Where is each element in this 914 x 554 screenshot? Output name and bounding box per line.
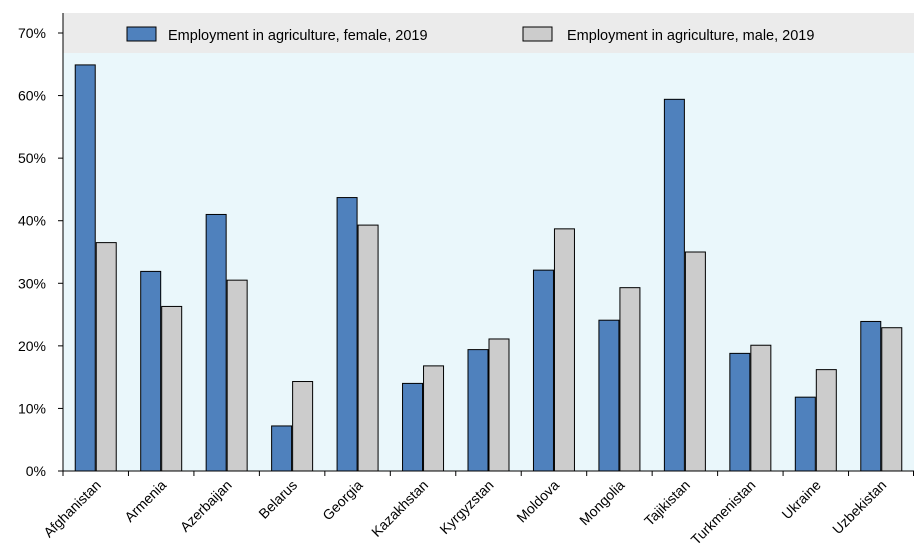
bar-male-kyrgyzstan xyxy=(488,338,510,472)
bar-female-georgia xyxy=(336,197,358,472)
x-tick-label: Kyrgyzstan xyxy=(436,477,496,537)
y-tick-label: 20% xyxy=(18,338,46,354)
bar-female-armenia xyxy=(140,270,162,472)
bar-female-moldova xyxy=(532,269,554,472)
bar-male-mongolia xyxy=(619,287,641,472)
x-tick-label: Mongolia xyxy=(576,477,628,529)
bar-male-armenia xyxy=(161,305,183,472)
x-tick-label: Uzbekistan xyxy=(829,477,889,537)
bar-female-kazakhstan xyxy=(402,382,424,472)
bars xyxy=(74,64,903,472)
bar-female-belarus xyxy=(271,425,293,472)
y-tick-label: 30% xyxy=(18,275,46,291)
bar-male-georgia xyxy=(357,224,379,472)
y-tick-label: 40% xyxy=(18,213,46,229)
legend-swatch xyxy=(522,26,553,42)
y-tick-label: 50% xyxy=(18,150,46,166)
bar-female-mongolia xyxy=(598,319,620,472)
y-tick-label: 70% xyxy=(18,25,46,41)
y-tick-label: 60% xyxy=(18,88,46,104)
bar-male-uzbekistan xyxy=(881,327,903,472)
x-tick-label: Moldova xyxy=(513,477,562,526)
x-tick-label: Tajikistan xyxy=(641,477,693,529)
y-tick-label: 10% xyxy=(18,400,46,416)
bar-male-afghanistan xyxy=(95,242,117,472)
bar-male-turkmenistan xyxy=(750,344,772,472)
x-tick-label: Georgia xyxy=(319,477,366,524)
bar-male-azerbaijan xyxy=(226,279,248,472)
bar-male-tajikistan xyxy=(684,251,706,472)
bar-female-afghanistan xyxy=(74,64,96,472)
legend-swatch xyxy=(126,26,157,42)
x-tick-label: Turkmenistan xyxy=(688,477,759,548)
bar-female-azerbaijan xyxy=(205,213,227,472)
bar-female-tajikistan xyxy=(663,98,685,472)
x-tick-label: Ukraine xyxy=(778,477,824,523)
bar-female-turkmenistan xyxy=(729,352,751,472)
x-tick-label: Belarus xyxy=(255,477,300,522)
x-tick-label: Kazakhstan xyxy=(368,477,431,540)
bar-female-uzbekistan xyxy=(860,320,882,472)
legend: Employment in agriculture, female, 2019 E… xyxy=(126,26,814,44)
y-axis: 0% 10% 20% 30% 40% 50% 60% 70% xyxy=(18,13,64,479)
x-tick-label: Azerbaijan xyxy=(177,477,235,535)
x-tick-label: Armenia xyxy=(121,477,169,525)
legend-background xyxy=(63,13,914,53)
legend-label: Employment in agriculture, female, 2019 xyxy=(168,28,428,44)
bar-male-ukraine xyxy=(815,369,837,472)
bar-male-kazakhstan xyxy=(423,365,445,472)
legend-label: Employment in agriculture, male, 2019 xyxy=(567,28,814,44)
bar-male-moldova xyxy=(553,228,575,472)
x-tick-label: Afghanistan xyxy=(40,477,104,541)
y-tick-label: 0% xyxy=(26,463,46,479)
bar-female-kyrgyzstan xyxy=(467,349,489,472)
bar-female-ukraine xyxy=(794,396,816,472)
x-axis: Afghanistan Armenia Azerbaijan Belarus Georg… xyxy=(40,470,914,548)
bar-male-belarus xyxy=(292,381,314,472)
